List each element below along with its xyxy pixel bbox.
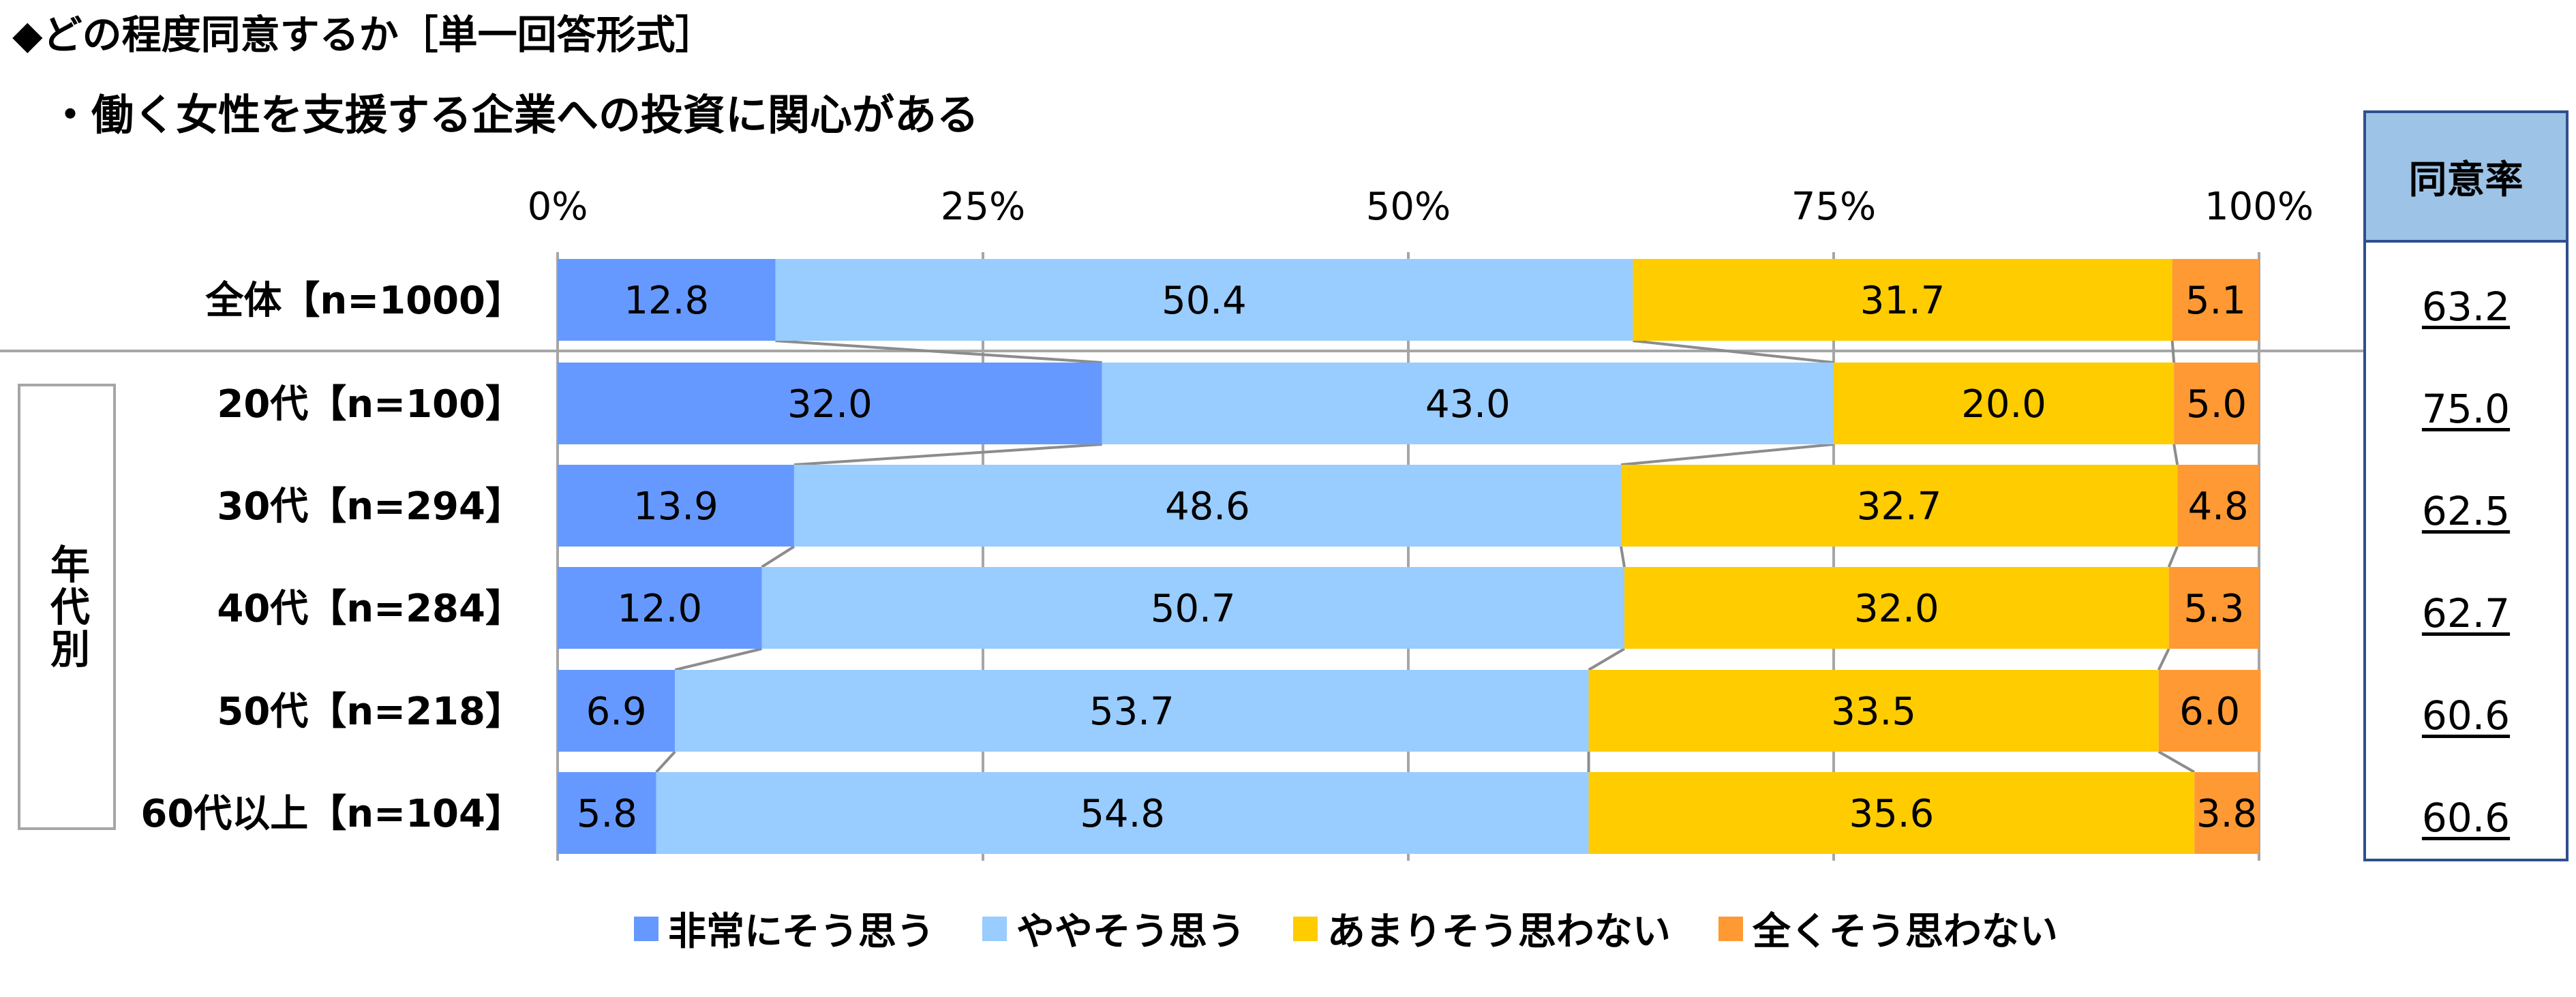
legend-item: 非常にそう思う [634, 901, 935, 956]
question-heading: ◆どの程度同意するか［単一回答形式］ [12, 12, 715, 58]
series-line [674, 647, 762, 671]
agree-rate-panel: 同意率 63.2 75.0 62.5 62.7 60.6 60.6 [2363, 110, 2569, 861]
chart-legend: 非常にそう思う ややそう思う あまりそう思わない 全くそう思わない [634, 901, 2058, 956]
bar-segment [2158, 670, 2261, 752]
data-label: 50.7 [1151, 587, 1236, 631]
category-label: 30代【n=294】 [217, 485, 524, 529]
bar-segment [558, 259, 776, 341]
bar-segment [675, 670, 1589, 752]
agree-rate-value: 63.2 [2421, 283, 2511, 330]
legend-item: 全くそう思わない [1718, 901, 2058, 956]
bar-segment [558, 363, 1102, 444]
data-label: 12.0 [617, 587, 702, 631]
bar-segment [558, 670, 676, 752]
legend-label: ややそう思う [1016, 910, 1245, 954]
data-label: 43.0 [1425, 382, 1511, 427]
agree-rate-value: 62.5 [2421, 488, 2511, 534]
data-label: 20.0 [1961, 382, 2046, 427]
data-label: 5.1 [2185, 279, 2246, 323]
series-line [2172, 444, 2179, 465]
series-line [1620, 443, 1834, 466]
data-label: 32.7 [1857, 485, 1942, 529]
bar-segment [1102, 363, 1834, 444]
data-label: 4.8 [2188, 485, 2249, 529]
bar-segment [558, 465, 794, 547]
x-tick-label: 25% [941, 185, 1025, 229]
data-label: 12.8 [624, 279, 709, 323]
legend-swatch [982, 916, 1007, 941]
bar-segment [1624, 567, 2169, 649]
series-line [775, 339, 1102, 364]
bar-segment [1588, 772, 2195, 854]
bar-segment [2177, 465, 2259, 547]
bar-segment [2172, 259, 2259, 341]
data-label: 33.5 [1831, 690, 1916, 734]
data-label: 53.7 [1089, 690, 1175, 734]
agree-rate-value: 60.6 [2421, 795, 2511, 841]
legend-item: ややそう思う [982, 901, 1245, 956]
bar-segment [1834, 363, 2175, 444]
series-line [655, 750, 676, 773]
category-label: 50代【n=218】 [217, 690, 524, 734]
bar-segment [558, 567, 762, 649]
series-line [1620, 546, 1626, 568]
data-label: 32.0 [1854, 587, 1939, 631]
series-line [1588, 647, 1626, 671]
bar-segment [558, 772, 656, 854]
age-group-frame [18, 384, 116, 830]
category-label: 40代【n=284】 [217, 587, 524, 631]
legend-swatch [1292, 916, 1318, 941]
bar-segment [2168, 567, 2259, 649]
data-label: 31.7 [1860, 279, 1945, 323]
age-group-label: 年代別 [44, 543, 90, 671]
data-label: 6.0 [2179, 690, 2240, 734]
agree-rate-value: 60.6 [2421, 692, 2511, 739]
statement-heading: ・働く女性を支援する企業への投資に関心がある [49, 90, 980, 140]
agree-rate-value: 62.7 [2421, 590, 2511, 636]
data-label: 35.6 [1849, 792, 1935, 836]
series-line [2167, 546, 2179, 568]
data-label: 32.0 [787, 382, 873, 427]
series-line [2157, 648, 2170, 671]
bar-segment [793, 465, 1621, 547]
bar-segment [1621, 465, 2178, 547]
legend-swatch [1718, 916, 1743, 941]
series-line [1633, 339, 1834, 364]
legend-label: 全くそう思わない [1752, 910, 2058, 954]
category-label: 全体【n=1000】 [204, 279, 524, 323]
x-tick-label: 100% [2204, 185, 2314, 229]
legend-swatch [634, 916, 658, 941]
data-label: 50.4 [1162, 279, 1247, 323]
data-label: 3.8 [2196, 792, 2257, 836]
agree-rate-value: 75.0 [2421, 386, 2511, 432]
data-label: 54.8 [1080, 792, 1165, 836]
data-label: 6.9 [586, 690, 647, 734]
data-label: 5.0 [2186, 382, 2247, 427]
bar-segment [761, 567, 1624, 649]
legend-item: あまりそう思わない [1292, 901, 1671, 956]
series-line [2170, 340, 2176, 363]
bar-segment [1588, 670, 2159, 752]
x-tick-label: 50% [1366, 185, 1451, 229]
data-label: 5.3 [2183, 587, 2244, 631]
legend-label: あまりそう思わない [1327, 910, 1671, 954]
agree-rate-header: 同意率 [2366, 113, 2566, 243]
bar-segment [656, 772, 1589, 854]
series-line [2157, 750, 2196, 773]
x-tick-label: 0% [528, 185, 588, 229]
bar-segment [775, 259, 1633, 341]
legend-label: 非常にそう思う [668, 910, 935, 954]
series-line [793, 443, 1102, 466]
category-label: 60代以上【n=104】 [140, 792, 524, 836]
x-tick-label: 75% [1791, 185, 1876, 229]
category-label: 20代【n=100】 [217, 382, 524, 427]
data-label: 48.6 [1165, 485, 1250, 529]
bar-segment [1633, 259, 2172, 341]
series-line [761, 545, 795, 568]
data-label: 5.8 [577, 792, 637, 836]
data-label: 13.9 [633, 485, 718, 529]
bar-segment [2174, 363, 2259, 444]
bar-segment [2194, 772, 2259, 854]
